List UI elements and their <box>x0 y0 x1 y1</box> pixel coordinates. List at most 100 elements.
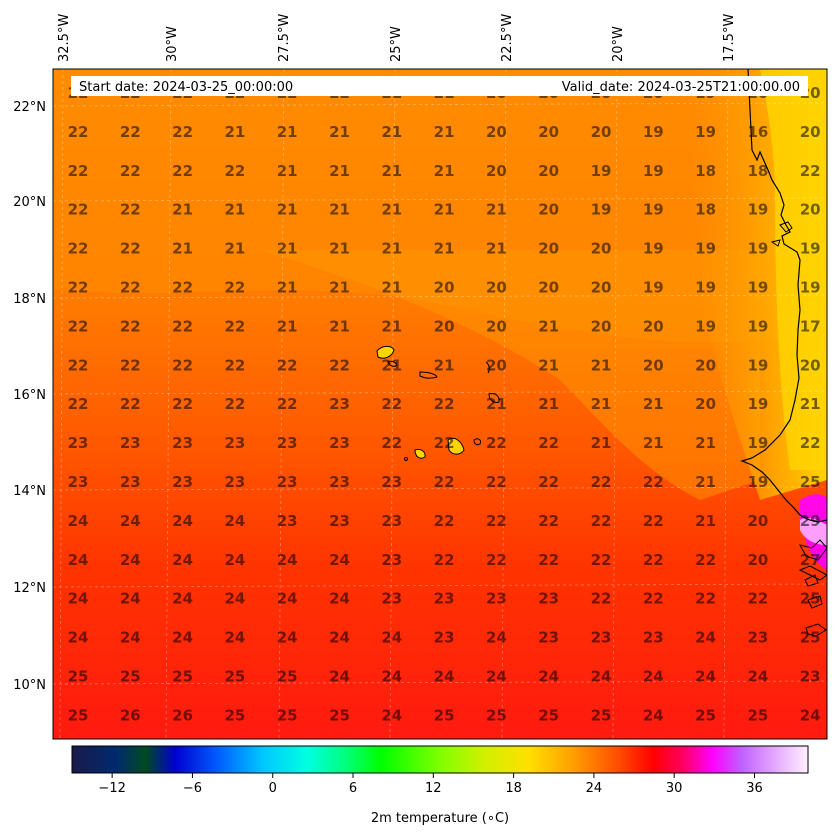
grid-value: 23 <box>329 434 350 452</box>
grid-value: 21 <box>381 201 402 219</box>
grid-value: 24 <box>329 551 350 569</box>
grid-value: 24 <box>747 668 768 686</box>
grid-value: 22 <box>172 279 193 297</box>
grid-value: 21 <box>329 201 350 219</box>
grid-value: 23 <box>277 434 298 452</box>
grid-value: 23 <box>120 473 141 491</box>
grid-value: 23 <box>747 629 768 647</box>
grid-value: 24 <box>172 590 193 608</box>
grid-value: 20 <box>643 317 664 335</box>
lon-label: 22.5°W <box>500 14 515 62</box>
grid-value: 22 <box>591 590 612 608</box>
colorbar-tick-label: 24 <box>586 781 603 796</box>
grid-value: 16 <box>747 123 768 141</box>
grid-value: 22 <box>486 551 507 569</box>
grid-value: 24 <box>591 668 612 686</box>
lat-label: 10°N <box>13 678 46 693</box>
grid-value: 24 <box>224 629 245 647</box>
grid-value: 21 <box>434 240 455 258</box>
grid-value: 22 <box>68 201 89 219</box>
grid-value: 25 <box>800 629 821 647</box>
grid-value: 22 <box>643 473 664 491</box>
grid-value: 22 <box>538 473 559 491</box>
grid-value: 21 <box>329 240 350 258</box>
grid-value: 24 <box>695 668 716 686</box>
grid-value: 23 <box>329 473 350 491</box>
grid-value: 23 <box>68 473 89 491</box>
grid-value: 25 <box>538 706 559 724</box>
grid-value: 22 <box>695 590 716 608</box>
grid-value: 18 <box>695 162 716 180</box>
grid-value: 21 <box>538 395 559 413</box>
latitude-labels: 22°N 20°N 18°N 16°N 14°N 12°N 10°N <box>13 100 46 693</box>
grid-value: 21 <box>695 473 716 491</box>
grid-value: 19 <box>747 473 768 491</box>
grid-value: 22 <box>120 395 141 413</box>
grid-value: 19 <box>747 395 768 413</box>
grid-value: 19 <box>747 356 768 374</box>
grid-value: 25 <box>224 706 245 724</box>
grid-value: 21 <box>329 123 350 141</box>
grid-value: 21 <box>591 356 612 374</box>
grid-value: 20 <box>486 123 507 141</box>
grid-value: 22 <box>486 473 507 491</box>
grid-value: 21 <box>329 317 350 335</box>
grid-value: 20 <box>434 317 455 335</box>
grid-value: 24 <box>68 629 89 647</box>
grid-value: 22 <box>643 512 664 530</box>
grid-value: 19 <box>747 240 768 258</box>
grid-value: 24 <box>68 512 89 530</box>
grid-value: 23 <box>120 434 141 452</box>
grid-value: 21 <box>172 201 193 219</box>
grid-value: 24 <box>120 629 141 647</box>
lat-label: 14°N <box>13 484 46 499</box>
grid-value: 20 <box>486 279 507 297</box>
lon-label: 17.5°W <box>722 14 737 62</box>
grid-value: 22 <box>695 551 716 569</box>
island-shapes <box>376 345 500 461</box>
grid-value: 22 <box>643 590 664 608</box>
colorbar-gradient <box>71 745 809 774</box>
grid-value: 21 <box>172 240 193 258</box>
grid-value: 25 <box>277 668 298 686</box>
grid-value: 19 <box>747 201 768 219</box>
grid-value: 22 <box>329 356 350 374</box>
grid-value: 19 <box>591 162 612 180</box>
grid-value: 21 <box>381 356 402 374</box>
grid-value: 22 <box>747 590 768 608</box>
grid-value: 26 <box>172 706 193 724</box>
grid-value: 21 <box>643 395 664 413</box>
grid-value: 19 <box>800 240 821 258</box>
grid-value: 23 <box>643 629 664 647</box>
grid-value: 21 <box>695 512 716 530</box>
grid-value: 20 <box>486 317 507 335</box>
grid-value: 19 <box>695 279 716 297</box>
grid-value: 22 <box>591 473 612 491</box>
grid-value: 22 <box>172 162 193 180</box>
grid-value: 23 <box>800 668 821 686</box>
grid-value: 22 <box>172 317 193 335</box>
grid-value: 22 <box>591 551 612 569</box>
grid-value: 22 <box>68 395 89 413</box>
lat-label: 22°N <box>13 100 46 115</box>
grid-value: 22 <box>68 162 89 180</box>
grid-value: 24 <box>120 551 141 569</box>
grid-value: 22 <box>643 551 664 569</box>
grid-value: 22 <box>434 434 455 452</box>
grid-value: 21 <box>800 395 821 413</box>
colorbar-tick-label: 12 <box>425 781 442 796</box>
grid-value: 22 <box>172 356 193 374</box>
grid-value: 23 <box>591 629 612 647</box>
grid-value: 23 <box>381 551 402 569</box>
grid-value: 23 <box>68 434 89 452</box>
grid-value: 19 <box>747 317 768 335</box>
grid-value: 21 <box>434 162 455 180</box>
grid-value: 21 <box>277 317 298 335</box>
grid-value: 20 <box>538 279 559 297</box>
grid-value: 22 <box>68 317 89 335</box>
grid-value: 22 <box>120 240 141 258</box>
grid-value: 22 <box>224 317 245 335</box>
colorbar-ticks: −12 −6 0 6 12 18 24 30 36 <box>98 773 763 796</box>
grid-value: 25 <box>68 706 89 724</box>
grid-value: 25 <box>68 668 89 686</box>
